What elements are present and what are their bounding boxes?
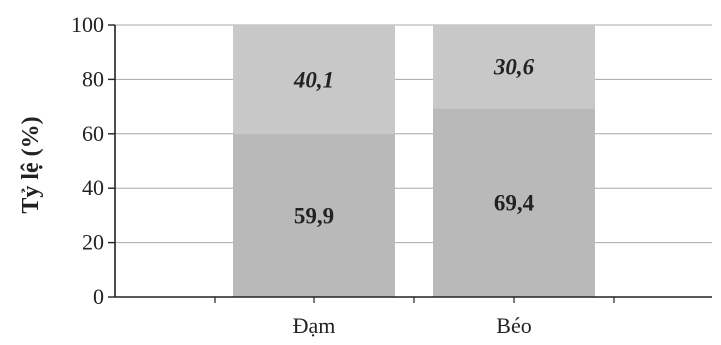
bar-segment-0-1: [233, 25, 395, 135]
data-label-1-1: 30,6: [493, 55, 535, 80]
bar-segment-1-1: [433, 25, 595, 109]
grid-layer: [115, 24, 712, 244]
label-layer: 59,9 40,1 69,4 30,6: [293, 55, 535, 229]
bar-segment-1-0: [433, 108, 595, 298]
bar-layer: [233, 25, 595, 298]
data-label-0-0: 59,9: [294, 204, 334, 229]
axis-layer: 0 20 40 60 80 100 Đạm Béo: [71, 12, 712, 338]
y-tick-label-100: 100: [71, 12, 104, 37]
data-label-0-1: 40,1: [293, 68, 334, 93]
y-tick-label-0: 0: [93, 284, 104, 309]
category-label-0: Đạm: [293, 313, 336, 338]
bar-segment-0-0: [233, 134, 395, 297]
data-label-1-0: 69,4: [494, 191, 535, 216]
y-tick-label-40: 40: [82, 175, 104, 200]
y-tick-label-60: 60: [82, 121, 104, 146]
y-tick-label-80: 80: [82, 66, 104, 91]
y-tick-label-20: 20: [82, 230, 104, 255]
y-axis-title: Tỷ lệ (%): [18, 116, 44, 213]
category-label-1: Béo: [496, 313, 531, 338]
